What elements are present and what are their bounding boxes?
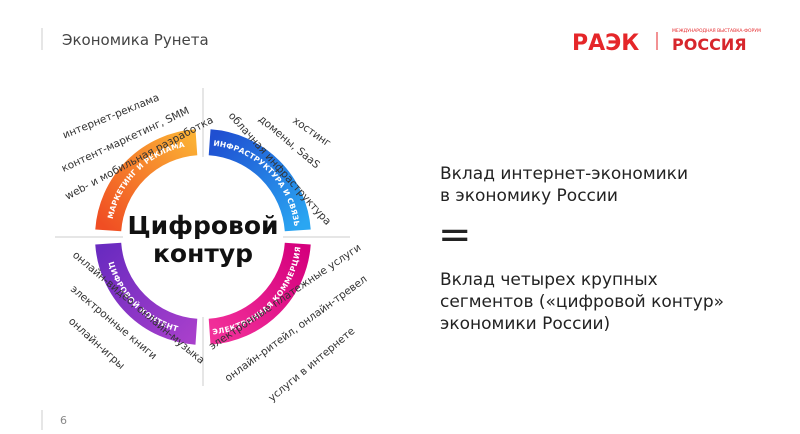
ring-segment (208, 242, 311, 345)
page-number: 6 (60, 414, 67, 427)
ring-segment (95, 129, 198, 232)
statement-line: в экономику России (440, 186, 618, 206)
logo-raek: РАЭК (572, 31, 639, 56)
center-label: контур (153, 239, 253, 268)
ring-segment (95, 242, 198, 345)
logo-caption: МЕЖДУНАРОДНАЯ ВЫСТАВКА-ФОРУМ (672, 28, 761, 34)
statement-line: экономики России) (440, 314, 610, 334)
ring-segment (208, 129, 311, 232)
center-label: Цифровой (127, 211, 278, 240)
header-title: Экономика Рунета (62, 31, 209, 49)
equals-sign: = (438, 212, 472, 258)
center-circle (123, 157, 283, 317)
statement-line: сегментов («цифровой контур» (440, 292, 724, 312)
logo-russia: РОССИЯ (672, 35, 747, 54)
statement-line: Вклад четырех крупных (440, 270, 658, 290)
statement-line: Вклад интернет-экономики (440, 164, 688, 184)
